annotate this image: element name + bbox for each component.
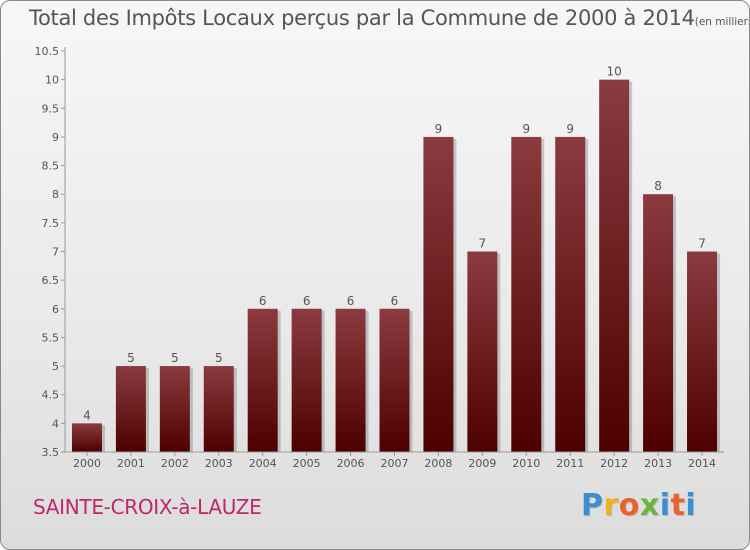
x-tick-label: 2014 bbox=[688, 457, 716, 470]
y-axis: 3.5 4 4.5 5 5.5 6 6.5 7 7.5 8 8.5 9 9.5 10 10.5 bbox=[35, 45, 66, 459]
x-tick-label: 2006 bbox=[337, 457, 365, 470]
y-tick-label: 8 bbox=[52, 188, 59, 201]
y-tick-label: 6.5 bbox=[42, 274, 60, 287]
x-tick-label: 2004 bbox=[249, 457, 277, 470]
x-tick-label: 2002 bbox=[161, 457, 189, 470]
chart-title-text: Total des Impôts Locaux perçus par la Co… bbox=[29, 6, 695, 30]
y-tick-label: 8.5 bbox=[42, 160, 60, 173]
bar-2013 bbox=[643, 194, 674, 452]
y-tick-label: 5 bbox=[52, 360, 59, 373]
x-tick-label: 2001 bbox=[117, 457, 145, 470]
bar-2000 bbox=[71, 423, 102, 452]
bar-2001 bbox=[115, 366, 146, 452]
y-tick-label: 9.5 bbox=[42, 102, 60, 115]
bar-value-label: 6 bbox=[347, 294, 355, 308]
proxiti-logo: Proxiti bbox=[581, 488, 696, 523]
x-tick-label: 2003 bbox=[205, 457, 233, 470]
bar-group-2013: 8 bbox=[643, 179, 677, 452]
bar-2005 bbox=[291, 308, 322, 452]
bar-group-2005: 6 bbox=[291, 294, 325, 452]
logo-letter: i bbox=[685, 488, 697, 523]
bar-2010 bbox=[511, 136, 542, 452]
bar-group-2011: 9 bbox=[555, 122, 589, 452]
x-tick-label: 2009 bbox=[468, 457, 496, 470]
logo-letter: o bbox=[618, 488, 640, 523]
logo-letter: P bbox=[581, 488, 604, 523]
chart-title: Total des Impôts Locaux perçus par la Co… bbox=[29, 6, 750, 30]
bar-group-2012: 10 bbox=[599, 65, 633, 453]
bar-value-label: 9 bbox=[435, 122, 443, 136]
bar-2007 bbox=[379, 308, 410, 452]
bar-value-label: 10 bbox=[607, 65, 622, 79]
x-tick-label: 2005 bbox=[293, 457, 321, 470]
bar-group-2000: 4 bbox=[71, 408, 105, 452]
bar-2003 bbox=[203, 366, 234, 452]
bar-2014 bbox=[687, 251, 718, 452]
bar-group-2010: 9 bbox=[511, 122, 545, 452]
commune-name: SAINTE-CROIX-à-LAUZE bbox=[33, 495, 262, 519]
bar-2004 bbox=[247, 308, 278, 452]
bar-series: 4 5 5 5 6 6 6 6 9 7 9 9 10 8 7 bbox=[71, 65, 721, 453]
y-tick-label: 7 bbox=[52, 246, 59, 259]
bar-value-label: 6 bbox=[259, 294, 267, 308]
y-tick-label: 4 bbox=[52, 417, 59, 430]
bar-group-2002: 5 bbox=[159, 351, 193, 452]
y-tick-label: 10 bbox=[45, 74, 59, 87]
bar-group-2006: 6 bbox=[335, 294, 369, 452]
bar-group-2004: 6 bbox=[247, 294, 281, 452]
bar-group-2014: 7 bbox=[687, 237, 721, 452]
y-tick-label: 7.5 bbox=[42, 217, 60, 230]
bar-2011 bbox=[555, 136, 586, 452]
y-tick-label: 9 bbox=[52, 131, 59, 144]
x-tick-label: 2013 bbox=[644, 457, 672, 470]
bar-value-label: 9 bbox=[522, 122, 530, 136]
bar-2009 bbox=[467, 251, 498, 452]
x-tick-label: 2007 bbox=[381, 457, 409, 470]
y-tick-label: 10.5 bbox=[35, 45, 60, 58]
x-tick-label: 2008 bbox=[424, 457, 452, 470]
bar-2008 bbox=[423, 136, 454, 452]
x-axis: 2000 2001 2002 2003 2004 2005 2006 2007 2008 2009… bbox=[65, 451, 724, 470]
bar-value-label: 5 bbox=[215, 351, 223, 365]
bar-value-label: 8 bbox=[654, 179, 662, 193]
y-tick-label: 6 bbox=[52, 303, 59, 316]
bar-group-2001: 5 bbox=[115, 351, 149, 452]
bar-2002 bbox=[159, 366, 190, 452]
bar-value-label: 6 bbox=[391, 294, 399, 308]
x-tick-label: 2010 bbox=[512, 457, 540, 470]
logo-letter: t bbox=[670, 488, 686, 523]
bar-group-2003: 5 bbox=[203, 351, 237, 452]
bar-group-2008: 9 bbox=[423, 122, 457, 452]
x-tick-label: 2012 bbox=[600, 457, 628, 470]
bar-value-label: 9 bbox=[566, 122, 574, 136]
bar-2006 bbox=[335, 308, 366, 452]
logo-letter: i bbox=[659, 488, 671, 523]
y-tick-label: 5.5 bbox=[42, 331, 60, 344]
bar-value-label: 5 bbox=[127, 351, 135, 365]
y-tick-label: 4.5 bbox=[42, 389, 60, 402]
y-tick-label: 3.5 bbox=[42, 446, 60, 459]
bar-group-2009: 7 bbox=[467, 237, 501, 452]
bar-value-label: 7 bbox=[479, 237, 487, 251]
bar-2012 bbox=[599, 79, 630, 453]
bar-value-label: 5 bbox=[171, 351, 179, 365]
x-tick-label: 2011 bbox=[556, 457, 584, 470]
logo-letter: x bbox=[639, 488, 660, 523]
chart-unit: (en milliers d'€) bbox=[694, 16, 750, 28]
logo-letter: r bbox=[603, 488, 619, 523]
bar-value-label: 7 bbox=[698, 237, 706, 251]
x-tick-label: 2000 bbox=[73, 457, 101, 470]
bar-value-label: 4 bbox=[83, 408, 91, 422]
bar-value-label: 6 bbox=[303, 294, 311, 308]
bar-group-2007: 6 bbox=[379, 294, 413, 452]
